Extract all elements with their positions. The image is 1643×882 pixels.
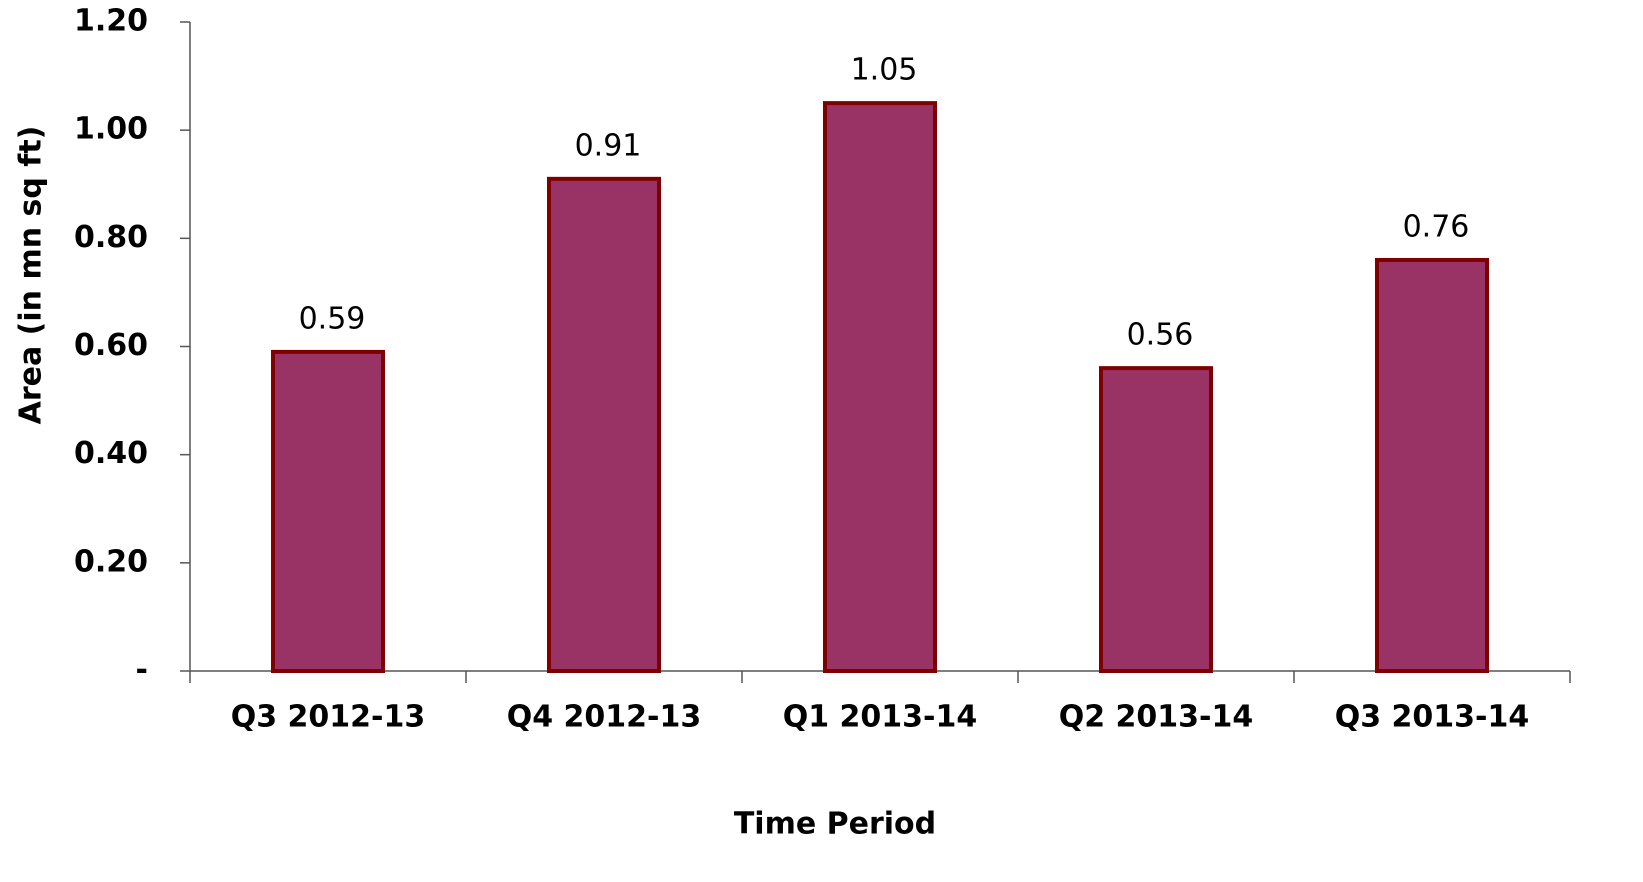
x-axis-title: Time Period	[734, 807, 936, 842]
y-tick-label: 1.00	[74, 112, 148, 147]
bar	[1375, 257, 1489, 673]
y-tick-label: 1.20	[74, 4, 148, 39]
y-axis-title: Area (in mn sq ft)	[14, 126, 49, 425]
value-label: 0.91	[575, 128, 642, 163]
value-label: 1.05	[851, 53, 918, 88]
x-tick-label: Q2 2013-14	[1059, 700, 1254, 735]
x-tick-label: Q4 2012-13	[507, 700, 702, 735]
value-label: 0.59	[299, 301, 366, 336]
y-tick-label: 0.40	[74, 436, 148, 471]
x-tick-label: Q3 2012-13	[231, 700, 426, 735]
y-tick-label: 0.60	[74, 328, 148, 363]
x-tick-label: Q1 2013-14	[783, 700, 978, 735]
x-tick-label: Q3 2013-14	[1335, 700, 1530, 735]
bar	[823, 101, 937, 673]
value-label: 0.76	[1403, 209, 1470, 244]
bar	[1099, 366, 1213, 673]
bar	[271, 349, 385, 673]
y-tick-label: 0.20	[74, 544, 148, 579]
y-tick-label: -	[136, 653, 148, 688]
bar	[547, 176, 661, 673]
value-label: 0.56	[1127, 318, 1194, 353]
y-tick-label: 0.80	[74, 220, 148, 255]
